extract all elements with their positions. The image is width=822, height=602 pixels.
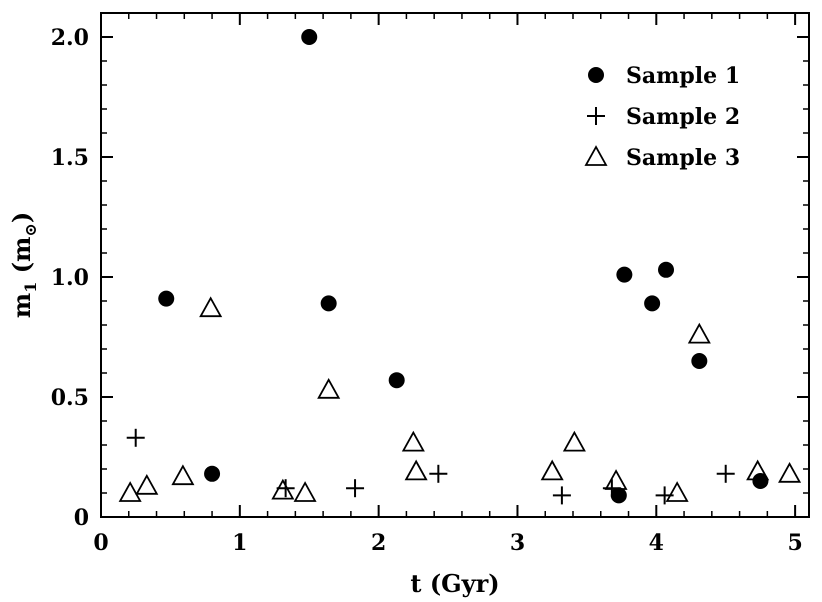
x-axis-label: t (Gyr): [410, 569, 499, 598]
point-plus: [552, 486, 571, 505]
point-filled-circle: [691, 353, 708, 369]
tick-labels: 0 1 2 3 4 5 0 0.5 1.0 1.5 2.0: [51, 25, 803, 556]
y-tick-label: 1.5: [51, 145, 89, 171]
y-axis-label-sub: 1: [21, 282, 40, 293]
y-tick-label: 0: [74, 505, 89, 531]
y-tick-label: 2.0: [51, 25, 89, 51]
x-tick-label: 5: [787, 530, 802, 556]
point-plus: [716, 464, 735, 483]
point-filled-circle: [320, 295, 337, 312]
y-tick-label: 1.0: [51, 265, 89, 291]
y-axis-label-unit-close: ): [7, 212, 36, 223]
legend-label: Sample 3: [626, 145, 740, 171]
point-open-triangle: [199, 296, 223, 318]
point-plus: [429, 464, 448, 483]
point-plus: [346, 479, 365, 498]
x-tick-label: 4: [649, 530, 664, 556]
point-open-triangle: [171, 464, 195, 486]
y-axis-label-unit-open: (m: [7, 237, 36, 282]
point-filled-circle: [301, 29, 318, 45]
legend-marker-filled-circle: [588, 67, 604, 83]
legend-marker-plus: [587, 107, 605, 125]
point-open-triangle: [118, 481, 142, 502]
point-filled-circle: [158, 290, 175, 307]
plot-frame: [100, 12, 810, 518]
legend-marker-open-triangle: [584, 145, 608, 166]
point-open-triangle: [604, 469, 628, 490]
y-axis-label-main: m: [7, 293, 36, 318]
point-plus: [655, 486, 674, 505]
legend: Sample 1 Sample 2 Sample 3: [584, 63, 740, 171]
point-filled-circle: [644, 295, 661, 312]
point-filled-circle: [752, 473, 769, 489]
legend-label: Sample 1: [626, 63, 740, 89]
point-open-triangle: [687, 322, 711, 344]
legend-label: Sample 2: [626, 104, 740, 130]
y-axis-label-unit-sub: ⊙: [21, 223, 40, 236]
point-filled-circle: [204, 465, 221, 482]
point-open-triangle: [271, 478, 295, 500]
point-filled-circle: [610, 487, 627, 504]
x-tick-label: 2: [371, 530, 386, 556]
point-open-triangle: [135, 473, 159, 495]
point-filled-circle: [658, 261, 675, 278]
x-tick-label: 3: [510, 530, 525, 556]
point-open-triangle: [317, 377, 341, 399]
point-open-triangle: [293, 481, 317, 502]
point-filled-circle: [388, 372, 405, 389]
point-plus: [126, 428, 145, 447]
y-axis-label: m1 (m⊙): [7, 212, 40, 318]
point-open-triangle: [540, 459, 564, 481]
x-tick-label: 0: [93, 530, 108, 556]
point-open-triangle: [778, 461, 802, 483]
point-plus: [276, 479, 295, 498]
point-open-triangle: [404, 459, 428, 481]
y-tick-label: 0.5: [51, 385, 89, 411]
axis-ticks: [100, 13, 809, 518]
point-open-triangle: [665, 481, 689, 502]
data-points: [118, 29, 802, 505]
point-open-triangle: [562, 430, 586, 452]
point-open-triangle: [401, 430, 425, 452]
point-filled-circle: [616, 266, 633, 283]
x-tick-label: 1: [232, 530, 247, 556]
